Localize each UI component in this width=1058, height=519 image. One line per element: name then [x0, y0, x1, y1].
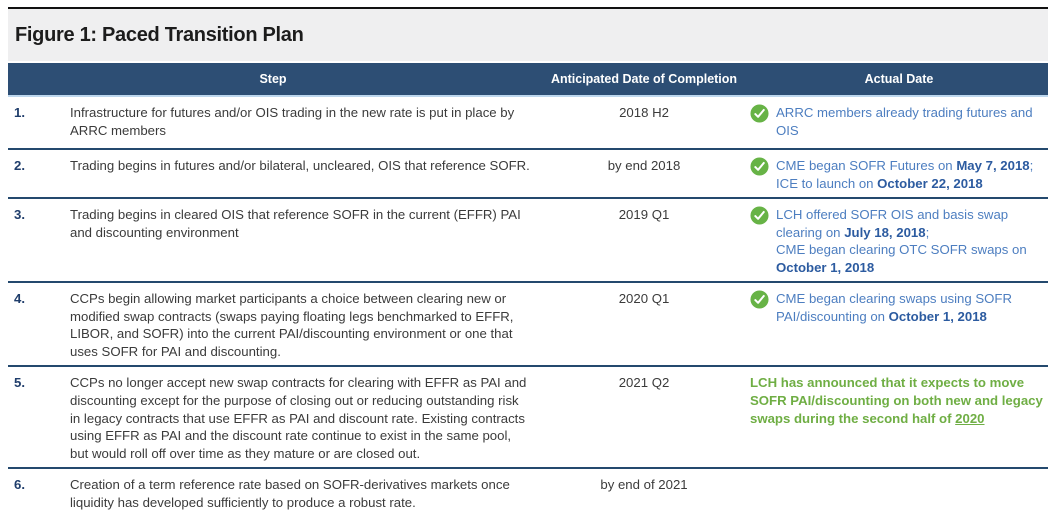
- actual-date-text: LCH offered SOFR OIS and basis swap clea…: [776, 206, 1044, 276]
- actual-text-segment: October 1, 2018: [888, 308, 987, 324]
- column-header-step: Step: [259, 72, 287, 86]
- step-text: Trading begins in cleared OIS that refer…: [70, 207, 521, 240]
- actual-text-segment: CME began SOFR Futures on: [776, 158, 957, 173]
- actual-text-segment: CME began clearing OTC SOFR swaps on: [776, 242, 1027, 258]
- figure-title: Figure 1: Paced Transition Plan: [15, 23, 304, 46]
- step-text: Creation of a term reference rate based …: [70, 477, 510, 510]
- table-row: 2. Trading begins in futures and/or bilat…: [8, 150, 1048, 200]
- actual-date-cell: CME began SOFR Futures on May 7, 2018; I…: [750, 157, 1048, 192]
- column-header-anticipated-date: Anticipated Date of Completion: [550, 72, 738, 86]
- actual-text-segment: LCH has announced that it expects to mov…: [750, 375, 1043, 426]
- actual-date-cell: [750, 476, 1048, 514]
- table-row: 1. Infrastructure for futures and/or OIS …: [8, 97, 1048, 150]
- check-icon: [750, 104, 769, 123]
- check-icon: [750, 290, 769, 309]
- actual-date-cell: ARRC members already trading futures and…: [750, 104, 1048, 143]
- actual-date-cell: LCH has announced that it expects to mov…: [750, 374, 1048, 462]
- table-row: 3. Trading begins in cleared OIS that ref…: [8, 199, 1048, 284]
- actual-text-segment: October 22, 2018: [877, 175, 983, 191]
- row-number: 1.: [14, 105, 25, 120]
- table-body: 1. Infrastructure for futures and/or OIS …: [8, 97, 1048, 519]
- actual-text-segment: October 1, 2018: [776, 259, 875, 275]
- row-number: 4.: [14, 291, 25, 307]
- step-text: CCPs no longer accept new swap contracts…: [70, 375, 527, 461]
- actual-date-cell: LCH offered SOFR OIS and basis swap clea…: [750, 206, 1048, 276]
- actual-text-segment: ;: [925, 224, 930, 240]
- table-header-row: Step Anticipated Date of Completion Actu…: [8, 63, 1048, 97]
- actual-date-text: LCH has announced that it expects to mov…: [750, 374, 1044, 427]
- actual-text-segment: 2020: [955, 410, 985, 426]
- anticipated-date: 2018 H2: [619, 105, 669, 120]
- step-text: CCPs begin allowing market participants …: [70, 291, 514, 359]
- transition-plan-table: Step Anticipated Date of Completion Actu…: [8, 63, 1048, 519]
- actual-text-segment: ARRC members already trading futures and…: [776, 105, 1033, 138]
- step-text: Infrastructure for futures and/or OIS tr…: [70, 105, 515, 138]
- column-header-actual-date: Actual Date: [864, 72, 934, 86]
- top-border-rule: [8, 7, 1048, 9]
- row-number: 2.: [14, 158, 25, 173]
- row-number: 5.: [14, 375, 25, 391]
- table-row: 6. Creation of a term reference rate base…: [8, 469, 1048, 519]
- actual-text-segment: ; ICE to launch on: [776, 158, 1034, 191]
- actual-date-text: ARRC members already trading futures and…: [776, 104, 1044, 139]
- row-number: 6.: [14, 477, 25, 493]
- actual-text-segment: LCH offered SOFR OIS and basis swap clea…: [776, 207, 1009, 240]
- anticipated-date: 2019 Q1: [618, 207, 670, 223]
- anticipated-date: by end 2018: [607, 158, 681, 173]
- table-row: 4. CCPs begin allowing market participant…: [8, 283, 1048, 368]
- actual-date-text: CME began SOFR Futures on May 7, 2018; I…: [776, 157, 1044, 192]
- check-icon: [750, 206, 769, 225]
- actual-date-text: CME began clearing swaps using SOFR PAI/…: [776, 290, 1044, 325]
- row-number: 3.: [14, 207, 25, 223]
- figure-title-bar: Figure 1: Paced Transition Plan: [8, 9, 1048, 61]
- check-icon: [750, 157, 769, 176]
- anticipated-date: 2021 Q2: [618, 375, 670, 391]
- actual-text-segment: May 7, 2018: [956, 158, 1030, 173]
- actual-text-segment: July 18, 2018: [844, 224, 926, 240]
- table-row: 5. CCPs no longer accept new swap contrac…: [8, 367, 1048, 470]
- anticipated-date: by end of 2021: [600, 477, 688, 493]
- anticipated-date: 2020 Q1: [618, 291, 670, 307]
- step-text: Trading begins in futures and/or bilater…: [70, 158, 530, 173]
- actual-text-segment: CME began clearing swaps using SOFR PAI/…: [776, 291, 1013, 324]
- actual-date-cell: CME began clearing swaps using SOFR PAI/…: [750, 290, 1048, 360]
